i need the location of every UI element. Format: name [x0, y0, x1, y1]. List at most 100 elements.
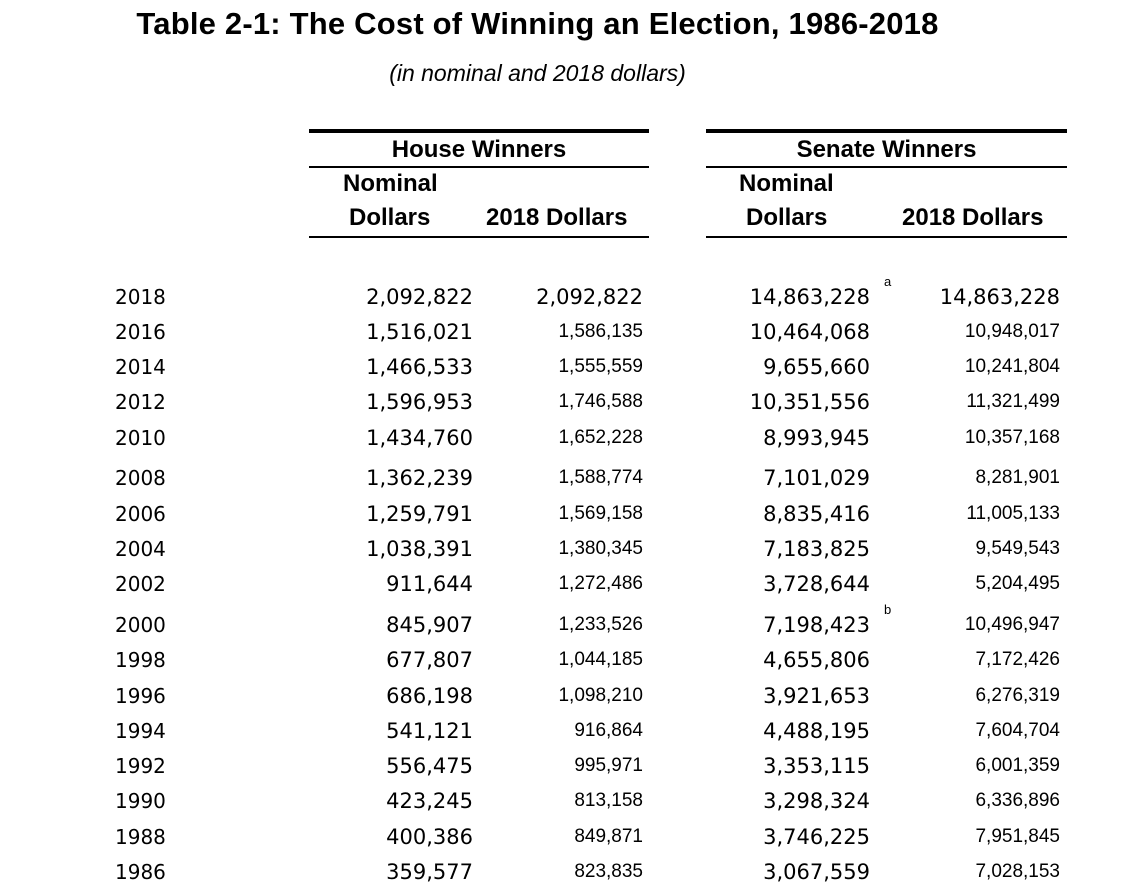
senate-2018-cell: 8,281,901 [975, 467, 1060, 488]
senate-nominal-cell: 8,993,945 [763, 426, 870, 450]
senate-nominal-cell: 3,921,653 [763, 684, 870, 708]
house-group-rule [309, 166, 649, 168]
table-row: 2000 845,907 1,233,526 7,198,423 10,496,947 b [0, 602, 1134, 642]
house-2018-cell: 1,233,526 [558, 614, 643, 635]
house-group-header: House Winners [391, 136, 567, 163]
year-cell: 2000 [115, 613, 166, 637]
house-2018-cell: 849,871 [574, 826, 643, 847]
senate-nominal-cell: 8,835,416 [763, 502, 870, 526]
house-nominal-cell: 400,386 [386, 825, 473, 849]
table-row: 2002 911,644 1,272,486 3,728,644 5,204,495 [0, 567, 1134, 601]
table-row: 2016 1,516,021 1,586,135 10,464,068 10,948,0… [0, 315, 1134, 349]
house-nominal-cell: 541,121 [386, 719, 473, 743]
senate-2018-cell: 11,005,133 [966, 503, 1060, 524]
table-row: 2018 2,092,822 2,092,822 14,863,228 14,863,2… [0, 274, 1134, 314]
senate-2018-cell: 14,863,228 [939, 285, 1060, 309]
house-2018-cell: 1,569,158 [558, 503, 643, 524]
house-nominal-cell: 359,577 [386, 860, 473, 884]
house-top-rule [309, 129, 649, 133]
house-nominal-cell: 1,038,391 [366, 537, 473, 561]
senate-nominal-cell: 7,101,029 [763, 466, 870, 490]
senate-nominal-cell: 10,351,556 [749, 390, 870, 414]
senate-nominal-cell: 9,655,660 [763, 355, 870, 379]
table-row: 1986 359,577 823,835 3,067,559 7,028,153 [0, 855, 1134, 889]
house-real-header: 2018 Dollars [486, 204, 628, 231]
house-2018-cell: 1,652,228 [558, 427, 643, 448]
year-cell: 2018 [115, 285, 166, 309]
year-cell: 2008 [115, 466, 166, 490]
table-row: 2010 1,434,760 1,652,228 8,993,945 10,357,16… [0, 421, 1134, 455]
senate-2018-cell: 6,001,359 [975, 755, 1060, 776]
senate-2018-cell: 7,951,845 [975, 826, 1060, 847]
house-2018-cell: 813,158 [574, 790, 643, 811]
house-2018-cell: 1,044,185 [558, 649, 643, 670]
senate-group-header: Senate Winners [796, 136, 977, 163]
house-2018-cell: 1,098,210 [558, 685, 643, 706]
table-row: 2008 1,362,239 1,588,774 7,101,029 8,281,901 [0, 461, 1134, 495]
senate-nominal-cell: 4,488,195 [763, 719, 870, 743]
year-cell: 2006 [115, 502, 166, 526]
footnote-marker: a [884, 274, 892, 289]
senate-2018-cell: 10,357,168 [964, 427, 1060, 448]
house-nominal-cell: 845,907 [386, 613, 473, 637]
house-2018-cell: 1,746,588 [558, 391, 643, 412]
house-2018-cell: 823,835 [574, 861, 643, 882]
senate-nominal-cell: 4,655,806 [763, 648, 870, 672]
house-nominal-cell: 686,198 [386, 684, 473, 708]
house-2018-cell: 1,586,135 [558, 321, 643, 342]
house-nominal-cell: 677,807 [386, 648, 473, 672]
year-cell: 1998 [115, 648, 166, 672]
senate-2018-cell: 10,948,017 [964, 321, 1060, 342]
year-cell: 2004 [115, 537, 166, 561]
house-nominal-cell: 1,434,760 [366, 426, 473, 450]
house-nominal-cell: 1,259,791 [366, 502, 473, 526]
table-row: 1998 677,807 1,044,185 4,655,806 7,172,426 [0, 643, 1134, 677]
senate-2018-cell: 7,172,426 [975, 649, 1060, 670]
house-nominal-cell: 911,644 [386, 572, 473, 596]
house-2018-cell: 1,588,774 [558, 467, 643, 488]
house-2018-cell: 916,864 [574, 720, 643, 741]
table-row: 2006 1,259,791 1,569,158 8,835,416 11,005,13… [0, 497, 1134, 531]
house-nominal-cell: 1,362,239 [366, 466, 473, 490]
table-row: 1994 541,121 916,864 4,488,195 7,604,704 [0, 714, 1134, 748]
house-nominal-cell: 556,475 [386, 754, 473, 778]
table-row: 2012 1,596,953 1,746,588 10,351,556 11,321,4… [0, 385, 1134, 419]
house-nominal-cell: 2,092,822 [366, 285, 473, 309]
house-2018-cell: 1,380,345 [558, 538, 643, 559]
senate-2018-cell: 6,336,896 [975, 790, 1060, 811]
senate-header-rule [706, 236, 1067, 238]
table-title: Table 2-1: The Cost of Winning an Electi… [136, 6, 939, 41]
senate-nominal-cell: 3,298,324 [763, 789, 870, 813]
year-cell: 1994 [115, 719, 166, 743]
year-cell: 1996 [115, 684, 166, 708]
senate-nominal-cell: 14,863,228 [749, 285, 870, 309]
house-nominal-cell: 1,516,021 [366, 320, 473, 344]
senate-nominal-cell: 7,198,423 [763, 613, 870, 637]
senate-nominal-cell: 10,464,068 [749, 320, 870, 344]
senate-nominal-cell: 7,183,825 [763, 537, 870, 561]
table-row: 2004 1,038,391 1,380,345 7,183,825 9,549,543 [0, 532, 1134, 566]
house-nominal-header-line1: Nominal [343, 170, 438, 197]
house-2018-cell: 1,272,486 [558, 573, 643, 594]
senate-2018-cell: 9,549,543 [975, 538, 1060, 559]
senate-2018-cell: 10,241,804 [964, 356, 1060, 377]
year-cell: 2002 [115, 572, 166, 596]
senate-nominal-cell: 3,067,559 [763, 860, 870, 884]
footnote-marker: b [884, 602, 892, 617]
year-cell: 2016 [115, 320, 166, 344]
senate-2018-cell: 11,321,499 [966, 391, 1060, 412]
house-2018-cell: 2,092,822 [536, 285, 643, 309]
year-cell: 1992 [115, 754, 166, 778]
senate-group-rule [706, 166, 1067, 168]
house-2018-cell: 1,555,559 [558, 356, 643, 377]
senate-2018-cell: 5,204,495 [975, 573, 1060, 594]
senate-2018-cell: 6,276,319 [975, 685, 1060, 706]
senate-nominal-cell: 3,746,225 [763, 825, 870, 849]
senate-top-rule [706, 129, 1067, 133]
senate-2018-cell: 7,604,704 [975, 720, 1060, 741]
table-row: 1988 400,386 849,871 3,746,225 7,951,845 [0, 820, 1134, 854]
table-row: 1990 423,245 813,158 3,298,324 6,336,896 [0, 784, 1134, 818]
table-row: 1996 686,198 1,098,210 3,921,653 6,276,319 [0, 679, 1134, 713]
year-cell: 2014 [115, 355, 166, 379]
house-header-rule [309, 236, 649, 238]
